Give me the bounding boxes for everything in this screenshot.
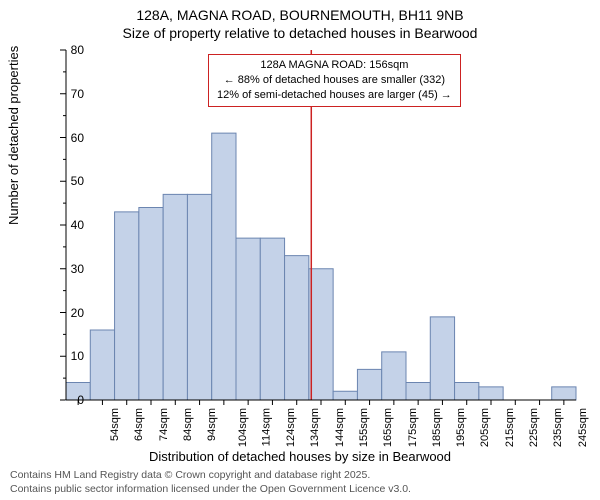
x-axis-label: Distribution of detached houses by size …: [0, 449, 600, 464]
x-tick: 225sqm: [528, 408, 540, 447]
marker-callout: 128A MAGNA ROAD: 156sqm ← 88% of detache…: [208, 54, 461, 107]
x-tick: 74sqm: [158, 408, 170, 441]
x-tick: 94sqm: [206, 408, 218, 441]
x-tick: 185sqm: [431, 408, 443, 447]
y-tick: 40: [54, 218, 84, 232]
x-tick: 195sqm: [455, 408, 467, 447]
x-tick: 64sqm: [133, 408, 145, 441]
x-tick: 54sqm: [109, 408, 121, 441]
footer-attribution: Contains HM Land Registry data © Crown c…: [10, 468, 411, 496]
title-address: 128A, MAGNA ROAD, BOURNEMOUTH, BH11 9NB: [0, 6, 600, 24]
x-tick: 114sqm: [260, 408, 272, 446]
x-tick: 84sqm: [182, 408, 194, 441]
x-tick: 205sqm: [480, 408, 492, 447]
y-tick: 30: [54, 262, 84, 276]
y-tick: 70: [54, 87, 84, 101]
y-tick: 0: [54, 393, 84, 407]
y-tick: 80: [54, 43, 84, 57]
y-tick: 60: [54, 131, 84, 145]
chart-title-block: 128A, MAGNA ROAD, BOURNEMOUTH, BH11 9NB …: [0, 0, 600, 42]
x-tick: 124sqm: [285, 408, 297, 447]
callout-line1: 128A MAGNA ROAD: 156sqm: [217, 58, 452, 73]
y-tick: 20: [54, 306, 84, 320]
x-tick: 104sqm: [237, 408, 249, 447]
x-tick: 245sqm: [577, 408, 589, 447]
x-tick: 235sqm: [552, 408, 564, 447]
title-subtitle: Size of property relative to detached ho…: [0, 24, 600, 42]
footer-line1: Contains HM Land Registry data © Crown c…: [10, 468, 411, 482]
chart-container: 128A, MAGNA ROAD, BOURNEMOUTH, BH11 9NB …: [0, 0, 600, 500]
callout-line3: 12% of semi-detached houses are larger (…: [217, 88, 452, 103]
y-axis-label: Number of detached properties: [6, 46, 21, 225]
y-tick: 50: [54, 174, 84, 188]
x-tick: 165sqm: [382, 408, 394, 447]
footer-line2: Contains public sector information licen…: [10, 482, 411, 496]
plot-area: 128A MAGNA ROAD: 156sqm ← 88% of detache…: [66, 50, 576, 400]
x-tick: 215sqm: [504, 408, 516, 447]
x-tick: 134sqm: [310, 408, 322, 447]
y-tick: 10: [54, 349, 84, 363]
x-tick: 175sqm: [407, 408, 419, 447]
x-tick: 144sqm: [334, 408, 346, 447]
callout-line2: ← 88% of detached houses are smaller (33…: [217, 73, 452, 88]
x-tick: 155sqm: [358, 408, 370, 447]
